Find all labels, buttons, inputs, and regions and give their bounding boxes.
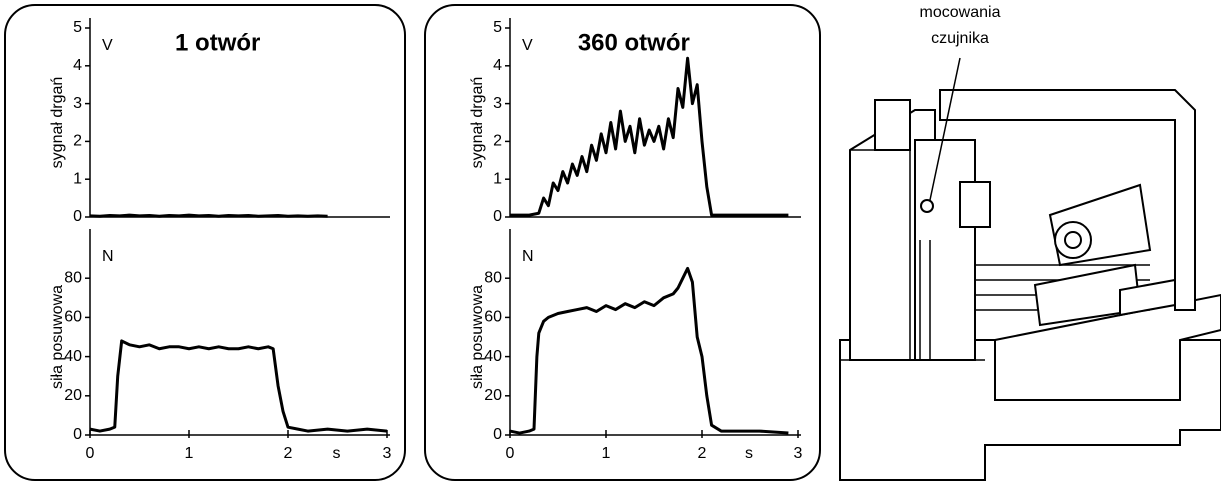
chart-title: 360 otwór — [578, 29, 690, 56]
y-tick-label: 1 — [493, 170, 502, 187]
y-tick-label: 0 — [493, 208, 502, 225]
y-tick-label: 0 — [493, 426, 502, 443]
data-line — [510, 56, 789, 217]
annotation: mocowania — [920, 4, 1001, 21]
x-tick-label: 1 — [602, 445, 611, 462]
y-tick-label: 2 — [493, 133, 502, 150]
unit-label: V — [522, 37, 533, 54]
panel-frame — [4, 4, 406, 481]
y-tick-label: 0 — [73, 426, 82, 443]
y-tick-label: 80 — [484, 269, 502, 286]
y-tick-label: 40 — [64, 348, 82, 365]
data-line — [509, 266, 789, 435]
y-axis-label: siła posuwowa — [49, 285, 66, 389]
chart-title: 1 otwór — [175, 29, 260, 56]
y-tick-label: 80 — [64, 269, 82, 286]
panel-frame — [424, 4, 821, 481]
y-tick-label: 0 — [73, 208, 82, 225]
data-line — [89, 339, 388, 433]
unit-label: N — [102, 248, 114, 265]
x-tick-label: 3 — [794, 445, 803, 462]
y-tick-label: 5 — [493, 19, 502, 36]
unit-label: N — [522, 248, 534, 265]
y-tick-label: 20 — [484, 387, 502, 404]
x-tick-label: 1 — [185, 445, 194, 462]
data-line — [89, 213, 328, 218]
x-axis-label: s — [333, 445, 341, 462]
y-tick-label: 4 — [493, 57, 502, 74]
y-tick-label: 60 — [64, 309, 82, 326]
x-tick-label: 0 — [506, 445, 515, 462]
y-tick-label: 2 — [73, 133, 82, 150]
y-tick-label: 3 — [73, 95, 82, 112]
x-tick-label: 0 — [86, 445, 95, 462]
y-tick-label: 40 — [484, 348, 502, 365]
y-tick-label: 3 — [493, 95, 502, 112]
y-tick-label: 20 — [64, 387, 82, 404]
y-tick-label: 5 — [73, 19, 82, 36]
y-axis-label: sygnał drgań — [469, 77, 486, 169]
x-tick-label: 2 — [284, 445, 293, 462]
annotation: czujnika — [931, 30, 989, 47]
y-axis-label: sygnał drgań — [49, 77, 66, 169]
y-axis-label: siła posuwowa — [469, 285, 486, 389]
unit-label: V — [102, 37, 113, 54]
x-tick-label: 2 — [698, 445, 707, 462]
x-axis-label: s — [745, 445, 753, 462]
machine-drawing — [839, 57, 1221, 481]
x-tick-label: 3 — [383, 445, 392, 462]
y-tick-label: 1 — [73, 170, 82, 187]
y-tick-label: 4 — [73, 57, 82, 74]
y-tick-label: 60 — [484, 309, 502, 326]
